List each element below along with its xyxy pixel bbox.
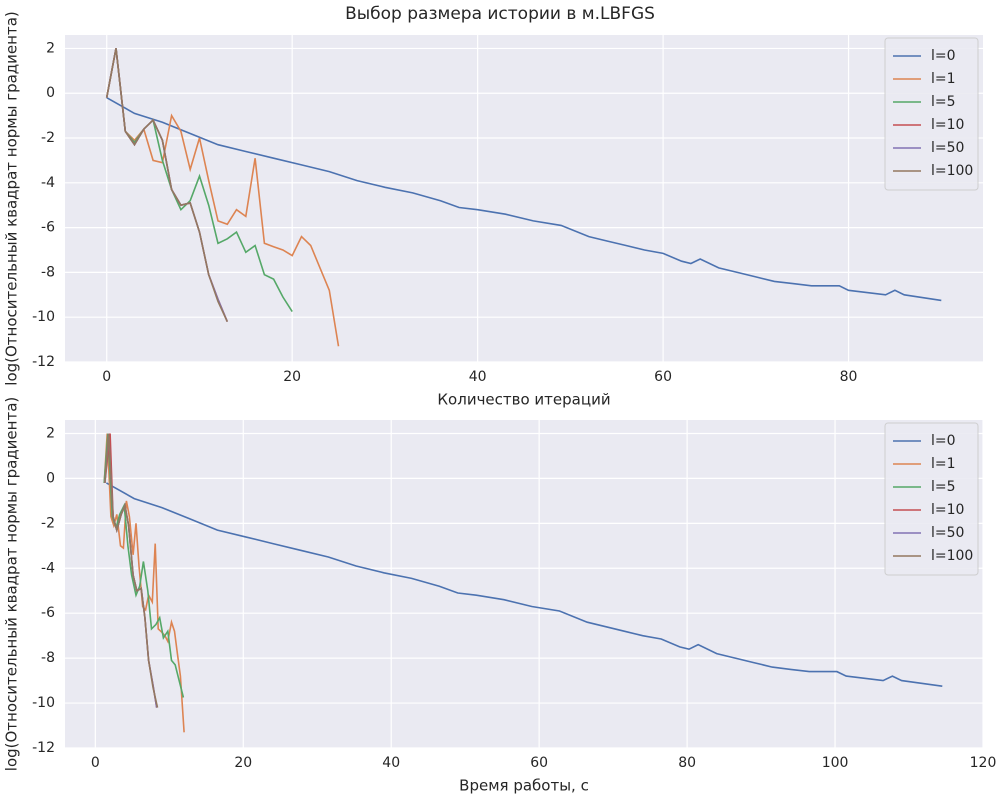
plot-area [65, 35, 983, 362]
x-tick-label: 60 [530, 755, 548, 771]
y-tick-label: 2 [46, 40, 55, 56]
x-axis-label: Время работы, с [459, 777, 589, 795]
y-tick-label: -8 [41, 264, 55, 280]
y-axis-label: log(Относительный квадрат нормы градиент… [3, 11, 21, 385]
x-tick-label: 40 [382, 755, 400, 771]
x-tick-label: 0 [102, 369, 111, 385]
legend-label: l=5 [931, 479, 956, 495]
legend-label: l=5 [931, 94, 956, 110]
x-tick-label: 120 [970, 755, 997, 771]
x-tick-label: 20 [234, 755, 252, 771]
x-tick-label: 20 [283, 369, 301, 385]
y-tick-label: -8 [41, 650, 55, 666]
y-tick-label: -6 [41, 220, 55, 236]
x-tick-label: 40 [469, 369, 487, 385]
y-tick-label: -4 [41, 175, 55, 191]
y-tick-label: 2 [46, 425, 55, 441]
data-line [104, 433, 159, 708]
y-tick-label: -12 [32, 740, 55, 756]
x-tick-label: 80 [840, 369, 858, 385]
data-line [106, 97, 942, 302]
legend: l=0 l=1 l=5 l=10 l=50 l=100 [884, 37, 979, 191]
legend-label: l=10 [931, 502, 964, 518]
legend-label: l=100 [931, 163, 973, 179]
x-tick-label: 0 [91, 755, 100, 771]
data-line [103, 433, 185, 698]
y-tick-label: 0 [46, 85, 55, 101]
x-tick-label: 80 [678, 755, 696, 771]
figure-title: Выбор размера истории в м.LBFGS [345, 4, 655, 24]
y-tick-label: -12 [32, 354, 55, 370]
y-tick-label: -2 [41, 515, 55, 531]
legend-label: l=100 [931, 548, 973, 564]
legend-label: l=50 [931, 525, 964, 541]
legend-label: l=50 [931, 140, 964, 156]
y-tick-label: -6 [41, 605, 55, 621]
y-tick-label: -10 [32, 309, 55, 325]
x-tick-label: 100 [822, 755, 849, 771]
legend-label: l=10 [931, 117, 964, 133]
data-line [106, 482, 943, 687]
y-tick-label: -2 [41, 130, 55, 146]
data-line [105, 48, 229, 323]
legend-label: l=1 [931, 456, 956, 472]
y-axis-label: log(Относительный квадрат нормы градиент… [3, 397, 21, 771]
legend-label: l=0 [931, 48, 956, 64]
y-tick-label: -10 [32, 695, 55, 711]
x-axis-label: Количество итераций [437, 391, 610, 409]
legend-box [884, 37, 979, 191]
y-tick-label: 0 [46, 470, 55, 486]
legend: l=0 l=1 l=5 l=10 l=50 l=100 [884, 422, 979, 576]
y-tick-label: -4 [41, 560, 55, 576]
legend-label: l=0 [931, 433, 956, 449]
plot-area [65, 420, 983, 748]
x-tick-label: 60 [654, 369, 672, 385]
data-line [105, 48, 340, 347]
legend-box [884, 422, 979, 576]
legend-label: l=1 [931, 71, 956, 87]
